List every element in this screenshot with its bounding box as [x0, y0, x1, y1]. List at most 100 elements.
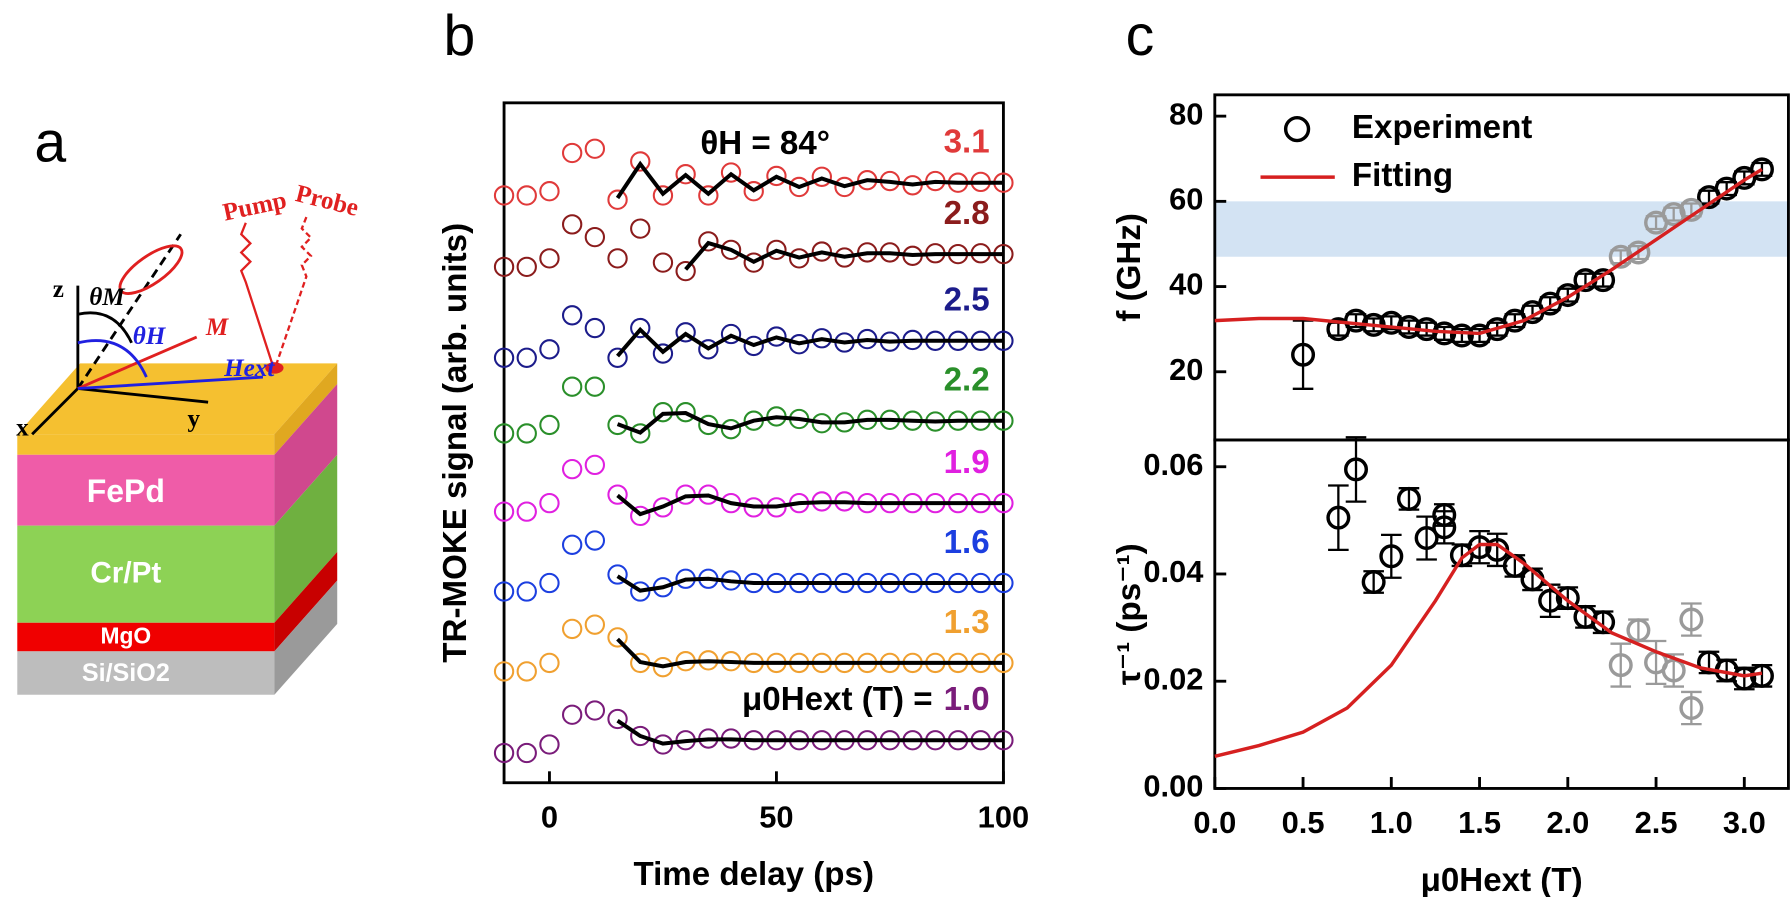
pump-label: Pump [221, 187, 289, 227]
data-point [630, 423, 651, 444]
fit-line [616, 637, 1004, 669]
data-point [743, 335, 764, 357]
data-point [1291, 342, 1316, 367]
legend-entry: Experiment [1352, 109, 1532, 146]
y-tick-label: 20 [1169, 352, 1203, 387]
data-point [675, 164, 696, 185]
probe-label: Probe [293, 180, 361, 222]
data-point [584, 317, 606, 339]
data-point [630, 317, 651, 339]
data-point [584, 454, 606, 476]
hext-label: Hext [223, 355, 275, 382]
data-point [698, 185, 719, 206]
data-point [1449, 323, 1474, 348]
x-tick-label: 0 [541, 799, 558, 834]
x-tick-label: 0.0 [1193, 805, 1236, 840]
data-point [788, 176, 810, 198]
error-bar [1381, 533, 1402, 579]
data-point [1591, 610, 1616, 635]
data-point [811, 241, 832, 262]
error-bar [1610, 642, 1632, 688]
data-point [1749, 157, 1774, 182]
data-point [698, 339, 719, 360]
y-tick-label: 0.02 [1143, 661, 1203, 696]
data-point [652, 343, 674, 364]
data-point [561, 534, 583, 555]
fit-line [616, 574, 1004, 593]
fit-line [616, 411, 1004, 435]
geometry [31, 216, 313, 436]
legend-entry: 1.9 [944, 444, 990, 481]
panel-label: a [34, 110, 66, 174]
data-point [584, 700, 606, 721]
legend-entry: 2.5 [944, 282, 990, 319]
legend-entry: 2.8 [944, 195, 990, 232]
m-label: M [205, 314, 230, 341]
data-point [539, 339, 560, 360]
legend-swatch [1283, 115, 1311, 143]
y-tick-label: 80 [1169, 96, 1203, 131]
data-point [584, 530, 606, 551]
legend-entry: 1.6 [944, 524, 990, 561]
layer-label: FePd [87, 473, 165, 509]
y-tick-label: 0.04 [1143, 554, 1203, 589]
y-tick-label: 0.00 [1143, 769, 1203, 804]
data-point [1379, 310, 1404, 335]
data-point [1626, 618, 1651, 643]
data-point [539, 492, 560, 514]
data-point [539, 734, 560, 755]
data-point [766, 239, 787, 261]
fit-line [1214, 542, 1763, 758]
legend-entry: Fitting [1352, 157, 1453, 194]
y-axis-label: τ⁻¹ (ps⁻¹) [1111, 543, 1148, 685]
layer-label: MgO [100, 623, 151, 649]
data-point [539, 248, 560, 269]
data-point [1732, 666, 1757, 691]
x-tick-label: 2.0 [1546, 805, 1589, 840]
data-point [720, 239, 742, 261]
data-point [834, 176, 855, 198]
data-point [652, 656, 674, 678]
highlight-band [1214, 201, 1789, 257]
annotation: μ0Hext (T) = [742, 681, 933, 718]
data-point [607, 627, 628, 648]
data-point [720, 419, 742, 440]
data-point [766, 326, 787, 347]
data-point [561, 704, 583, 725]
data-point [720, 162, 742, 183]
data-point [561, 458, 583, 480]
data-point [493, 256, 515, 278]
data-point [1661, 202, 1686, 227]
panel-label: b [444, 4, 476, 68]
data-point [584, 614, 606, 635]
data-point [516, 501, 537, 522]
fit-line [616, 719, 1004, 746]
data-point [607, 347, 628, 368]
data-point [1432, 502, 1457, 527]
data-point [834, 247, 855, 268]
layer-stack [17, 363, 338, 695]
legend-entry: 3.1 [944, 124, 990, 161]
data-point [630, 725, 651, 747]
data-point [1555, 283, 1580, 308]
fit-line [615, 160, 1004, 200]
data-point [766, 165, 787, 187]
data-point [539, 181, 560, 202]
data-point [516, 581, 537, 602]
data-point [516, 347, 537, 368]
data-point [1326, 505, 1351, 530]
layer-label: Cr/Pt [90, 557, 161, 590]
data-point [539, 414, 560, 436]
x-tick-label: 50 [759, 799, 793, 834]
y-tick-label: 40 [1169, 267, 1203, 302]
legend-entry: 1.0 [944, 681, 990, 718]
data-point [1538, 588, 1563, 613]
data-point [788, 248, 810, 269]
data-point [607, 564, 628, 585]
axis-z: z [53, 276, 64, 303]
data-point [1679, 696, 1704, 721]
x-tick-label: 3.0 [1723, 805, 1766, 840]
data-point [561, 214, 583, 235]
